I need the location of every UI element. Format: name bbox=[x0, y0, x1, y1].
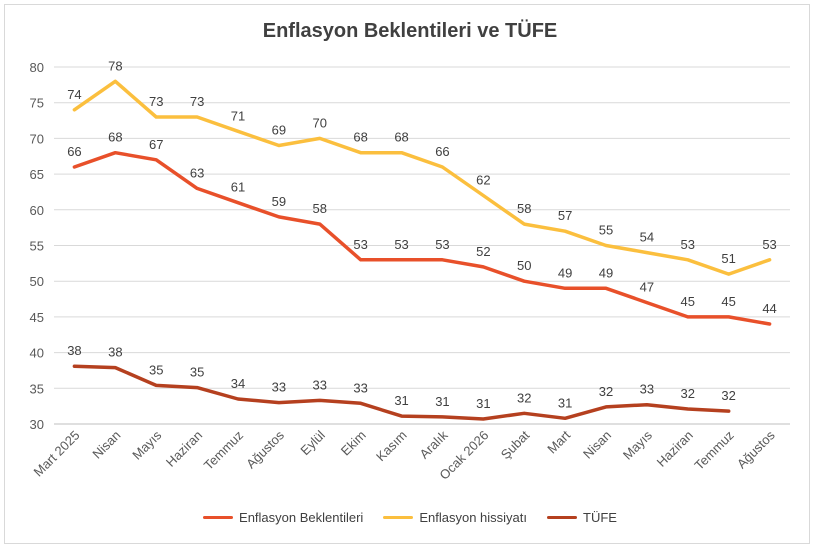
legend-swatch bbox=[547, 516, 577, 519]
data-label: 45 bbox=[681, 294, 695, 309]
data-label: 49 bbox=[599, 265, 613, 280]
data-label: 49 bbox=[558, 265, 572, 280]
data-label: 70 bbox=[313, 115, 327, 130]
legend-item: Enflasyon hissiyatı bbox=[383, 510, 527, 525]
data-label: 50 bbox=[517, 258, 531, 273]
legend-swatch bbox=[203, 516, 234, 519]
data-label: 78 bbox=[108, 58, 122, 73]
data-label: 66 bbox=[67, 144, 81, 159]
y-tick-label: 50 bbox=[30, 274, 44, 289]
chart-frame bbox=[4, 4, 810, 544]
data-label: 33 bbox=[353, 380, 367, 395]
data-label: 53 bbox=[435, 237, 449, 252]
x-tick-label: Aralık bbox=[416, 427, 450, 461]
data-label: 53 bbox=[681, 237, 695, 252]
x-tick-label: Mayıs bbox=[620, 427, 655, 462]
y-tick-label: 75 bbox=[30, 96, 44, 111]
data-label: 58 bbox=[517, 201, 531, 216]
y-tick-label: 70 bbox=[30, 131, 44, 146]
legend-label: Enflasyon hissiyatı bbox=[419, 510, 527, 525]
data-label: 38 bbox=[67, 343, 81, 358]
legend-label: Enflasyon Beklentileri bbox=[239, 510, 364, 525]
x-tick-label: Mart 2025 bbox=[31, 428, 83, 480]
data-label: 62 bbox=[476, 173, 490, 188]
x-tick-label: Ağustos bbox=[243, 427, 287, 471]
data-label: 32 bbox=[681, 386, 695, 401]
series-line-2 bbox=[72, 79, 772, 276]
legend-item: TÜFE bbox=[547, 510, 617, 525]
data-label: 54 bbox=[640, 230, 654, 245]
y-tick-label: 35 bbox=[30, 381, 44, 396]
data-label: 66 bbox=[435, 144, 449, 159]
series-line-3 bbox=[72, 364, 731, 421]
x-tick-label: Nisan bbox=[89, 428, 123, 462]
data-label: 68 bbox=[108, 130, 122, 145]
data-label: 35 bbox=[149, 362, 163, 377]
data-label: 57 bbox=[558, 208, 572, 223]
data-label: 53 bbox=[353, 237, 367, 252]
data-label: 63 bbox=[190, 165, 204, 180]
y-tick-label: 40 bbox=[30, 346, 44, 361]
data-label: 52 bbox=[476, 244, 490, 259]
data-label: 35 bbox=[190, 365, 204, 380]
x-tick-label: Nisan bbox=[580, 428, 614, 462]
data-label: 73 bbox=[190, 94, 204, 109]
data-label: 69 bbox=[272, 123, 286, 138]
y-tick-label: 30 bbox=[30, 417, 44, 432]
data-label: 33 bbox=[313, 377, 327, 392]
x-tick-label: Şubat bbox=[498, 427, 533, 462]
y-tick-label: 60 bbox=[30, 203, 44, 218]
x-tick-label: Kasım bbox=[373, 428, 410, 465]
data-label: 32 bbox=[599, 384, 613, 399]
data-label: 55 bbox=[599, 223, 613, 238]
y-tick-label: 80 bbox=[30, 60, 44, 75]
data-label: 38 bbox=[108, 345, 122, 360]
x-tick-label: Temmuz bbox=[201, 428, 246, 473]
data-label: 53 bbox=[394, 237, 408, 252]
data-label: 31 bbox=[435, 394, 449, 409]
x-tick-label: Eylül bbox=[297, 427, 328, 458]
data-label: 51 bbox=[721, 251, 735, 266]
x-tick-label: Mart bbox=[544, 427, 573, 456]
x-tick-label: Haziran bbox=[163, 428, 205, 470]
data-label: 33 bbox=[640, 382, 654, 397]
legend-label: TÜFE bbox=[583, 510, 617, 525]
data-label: 34 bbox=[231, 376, 245, 391]
x-tick-label: Ağustos bbox=[734, 427, 778, 471]
data-label: 71 bbox=[231, 108, 245, 123]
data-label: 68 bbox=[394, 130, 408, 145]
y-tick-label: 55 bbox=[30, 239, 44, 254]
data-label: 33 bbox=[272, 380, 286, 395]
data-label: 68 bbox=[353, 130, 367, 145]
y-tick-label: 65 bbox=[30, 167, 44, 182]
data-label: 32 bbox=[721, 388, 735, 403]
data-label: 74 bbox=[67, 87, 81, 102]
chart-legend: Enflasyon Beklentileri Enflasyon hissiyat… bbox=[0, 510, 820, 525]
data-label: 44 bbox=[762, 301, 776, 316]
data-label: 31 bbox=[394, 393, 408, 408]
x-tick-label: Mayıs bbox=[129, 427, 164, 462]
data-label: 67 bbox=[149, 137, 163, 152]
data-label: 61 bbox=[231, 180, 245, 195]
data-label: 32 bbox=[517, 390, 531, 405]
series-line-1 bbox=[72, 150, 772, 326]
legend-swatch bbox=[383, 516, 414, 519]
data-label: 59 bbox=[272, 194, 286, 209]
data-label: 45 bbox=[721, 294, 735, 309]
x-tick-label: Haziran bbox=[654, 428, 696, 470]
y-tick-label: 45 bbox=[30, 310, 44, 325]
x-tick-label: Temmuz bbox=[691, 428, 736, 473]
data-label: 53 bbox=[762, 237, 776, 252]
data-label: 73 bbox=[149, 94, 163, 109]
legend-item: Enflasyon Beklentileri bbox=[203, 510, 363, 525]
data-label: 58 bbox=[313, 201, 327, 216]
data-label: 31 bbox=[476, 396, 490, 411]
x-tick-label: Ekim bbox=[338, 428, 369, 459]
data-label: 47 bbox=[640, 280, 654, 295]
data-label: 31 bbox=[558, 395, 572, 410]
chart-title: Enflasyon Beklentileri ve TÜFE bbox=[262, 20, 558, 42]
